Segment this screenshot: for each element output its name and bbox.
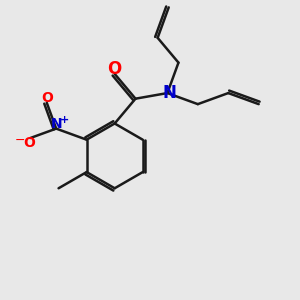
Text: O: O: [23, 136, 35, 150]
Text: N: N: [163, 84, 177, 102]
Text: +: +: [60, 116, 69, 125]
Text: O: O: [41, 91, 53, 105]
Text: O: O: [107, 60, 122, 78]
Text: −: −: [15, 134, 25, 147]
Text: N: N: [50, 117, 62, 131]
